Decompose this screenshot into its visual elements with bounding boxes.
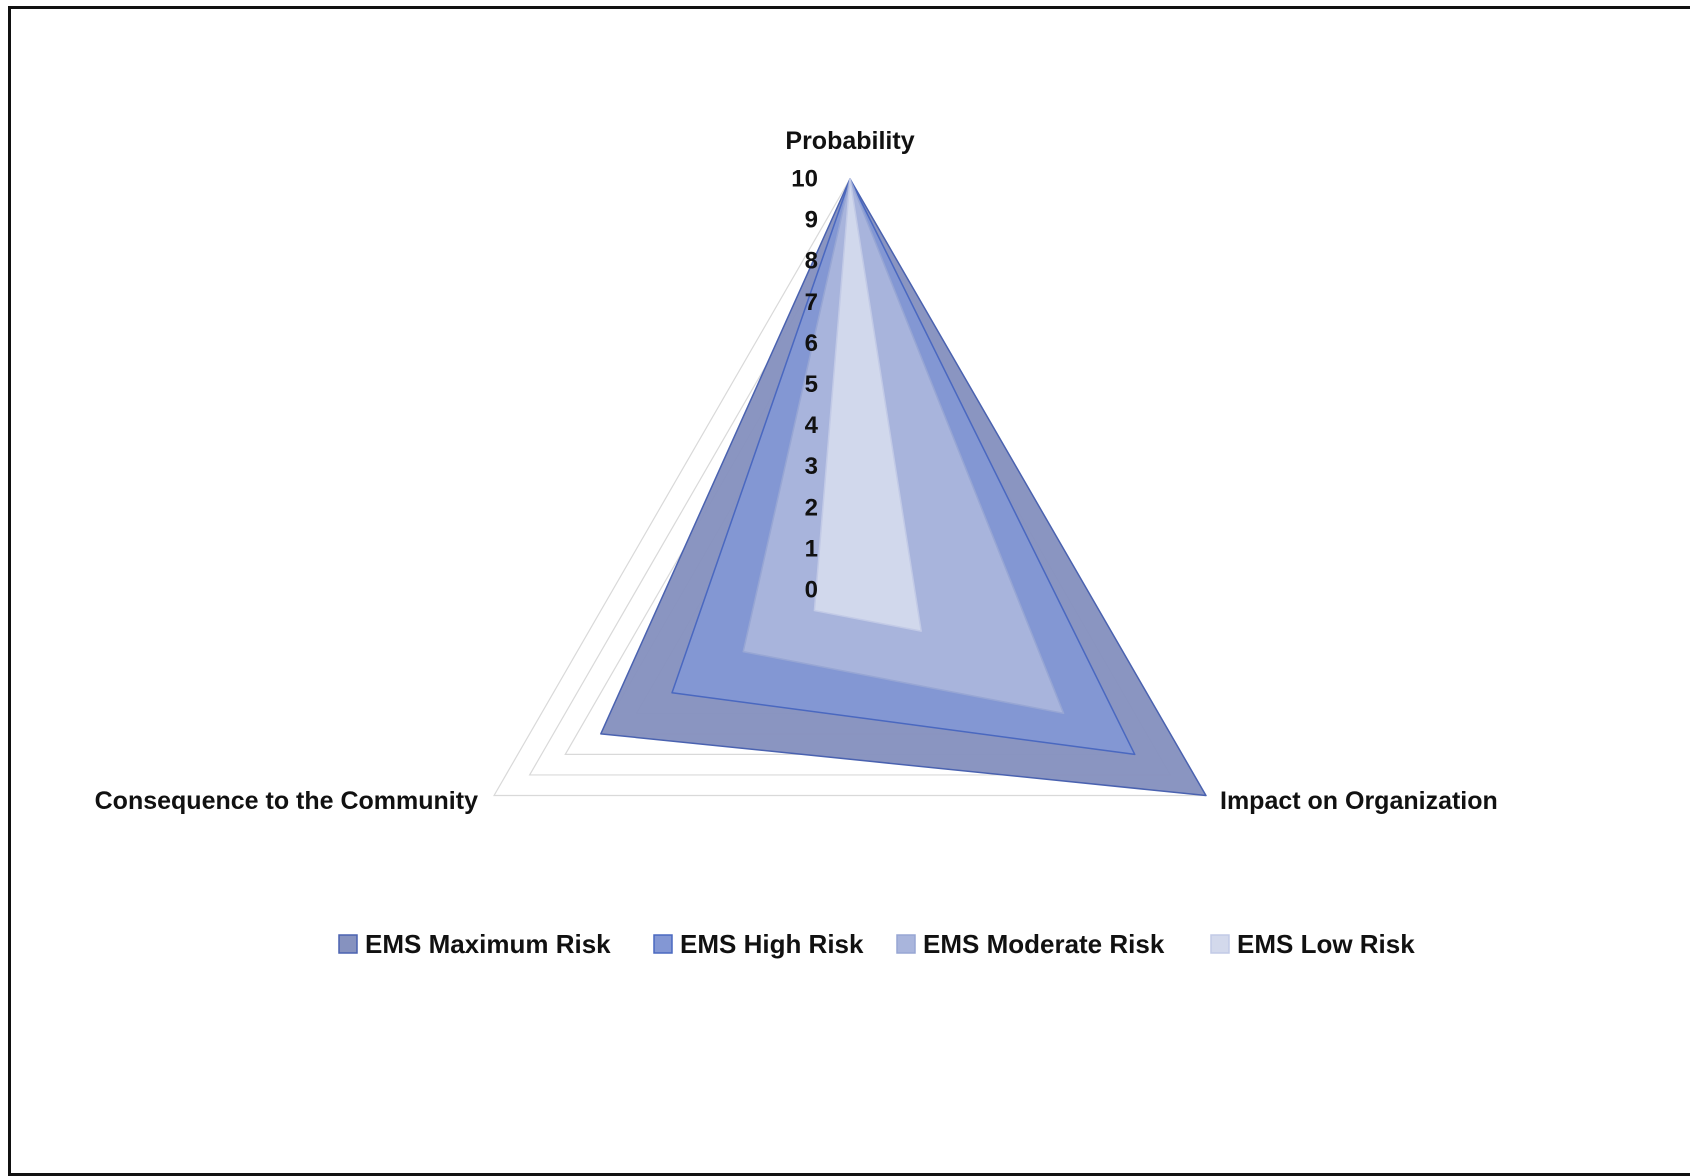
radial-tick-labels: 0 1 2 3 4 5 6 7 8 9 10 xyxy=(791,166,818,604)
tick-label-4: 4 xyxy=(805,412,819,439)
tick-label-7: 7 xyxy=(805,289,818,316)
axis-labels: Probability Impact on Organization Consequ… xyxy=(95,127,1498,815)
tick-label-2: 2 xyxy=(805,494,818,521)
axis-label-consequence-to-the-community: Consequence to the Community xyxy=(95,787,478,815)
radar-series xyxy=(600,178,1207,797)
tick-label-5: 5 xyxy=(805,371,818,398)
legend-label: EMS High Risk xyxy=(680,929,864,959)
legend-swatch xyxy=(896,934,916,954)
tick-label-9: 9 xyxy=(805,207,818,234)
axis-label-probability: Probability xyxy=(785,127,914,155)
legend-item-ems-high-risk: EMS High Risk xyxy=(653,929,864,959)
legend-item-ems-low-risk: EMS Low Risk xyxy=(1210,929,1415,959)
tick-label-1: 1 xyxy=(805,535,818,562)
legend-label: EMS Low Risk xyxy=(1237,929,1415,959)
tick-label-6: 6 xyxy=(805,330,818,357)
chart-legend: EMS Maximum Risk EMS High Risk EMS Moderat… xyxy=(338,929,1415,959)
tick-label-8: 8 xyxy=(805,248,818,275)
series-area-ems-moderate-risk xyxy=(742,178,1065,715)
legend-swatch xyxy=(1210,934,1230,954)
tick-label-10: 10 xyxy=(791,166,818,193)
legend-label: EMS Maximum Risk xyxy=(365,929,611,959)
tick-label-3: 3 xyxy=(805,453,818,480)
tick-label-0: 0 xyxy=(805,577,818,604)
legend-label: EMS Moderate Risk xyxy=(923,929,1165,959)
axis-label-impact-on-organization: Impact on Organization xyxy=(1220,787,1498,815)
legend-swatch xyxy=(338,934,358,954)
legend-item-ems-maximum-risk: EMS Maximum Risk xyxy=(338,929,611,959)
series-area-ems-low-risk xyxy=(813,178,922,632)
legend-swatch xyxy=(653,934,673,954)
legend-item-ems-moderate-risk: EMS Moderate Risk xyxy=(896,929,1165,959)
